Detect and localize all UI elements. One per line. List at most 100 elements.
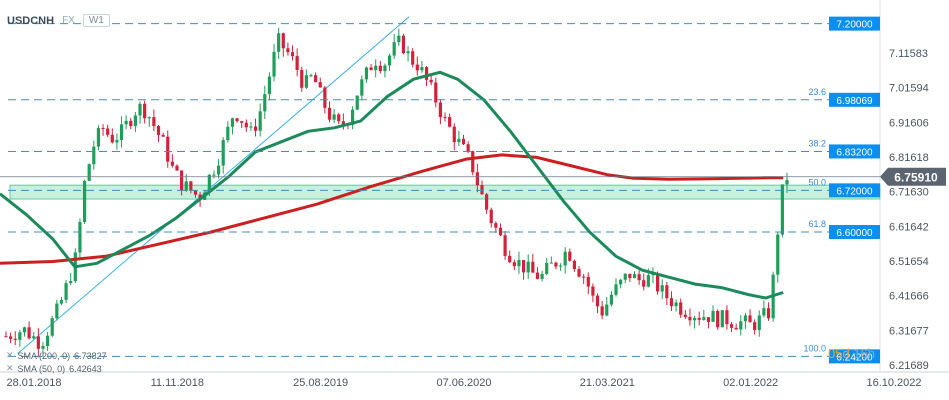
candle-body (129, 120, 133, 127)
candle-body (9, 336, 13, 339)
candle-body (253, 126, 258, 131)
candle-body (369, 67, 373, 71)
levels-layer: 7.20000 23.6 6.98069 38.2 6.83200 50.0 6.72000… (8, 16, 880, 364)
level-price-label: 6.83200 (836, 147, 873, 158)
timeframe-button[interactable]: W1 (82, 14, 110, 27)
candle-body (757, 315, 761, 331)
candle-body (55, 303, 59, 319)
candle-body (244, 122, 248, 128)
y-tick-label: 6.51654 (889, 256, 929, 268)
x-axis: 28.01.2018 11.11.2018 25.08.2019 07.06.2020… (6, 377, 921, 389)
fib-label: 61.8 (808, 219, 826, 229)
candle-body (309, 75, 313, 77)
candle-body (147, 117, 151, 119)
candle-body (600, 306, 604, 316)
candle-body (683, 314, 687, 317)
candle-body (540, 273, 544, 279)
candle-body (674, 302, 678, 307)
candle-body (558, 265, 563, 267)
candle-body (582, 276, 586, 278)
candle-body (406, 51, 410, 54)
candle-body (69, 281, 73, 284)
candle-body (503, 235, 507, 256)
candle-body (383, 65, 387, 72)
candle-body (753, 322, 757, 331)
candle-body (415, 64, 419, 71)
candle-body (489, 209, 493, 224)
candle-body (41, 346, 45, 349)
candle-body (13, 338, 17, 340)
level-price-box (829, 92, 880, 107)
candle-body (263, 94, 267, 112)
candle-body (642, 280, 646, 287)
sma-layer (0, 70, 784, 300)
y-tick-label: 7.01594 (889, 83, 929, 95)
x-tick-label: 16.10.2022 (866, 377, 921, 389)
candle-body (235, 118, 239, 122)
candle-body (420, 67, 424, 71)
candle-body (138, 103, 142, 116)
candle-body (152, 117, 156, 127)
candle-body (729, 324, 734, 328)
candle-body (646, 275, 650, 287)
last-price-label: 6.75910 (894, 170, 938, 184)
candle-body (669, 298, 674, 307)
candle-body (355, 95, 359, 110)
candle-body (586, 276, 590, 287)
y-tick-label: 7.11583 (889, 48, 928, 60)
candle-body (87, 164, 91, 181)
legend-sma50[interactable]: ✕ SMA (50, 0) 6.42643 (6, 363, 102, 374)
candle-body (184, 181, 188, 191)
candle-body (725, 310, 729, 325)
candle-body (461, 138, 466, 145)
level-price-box (829, 144, 880, 159)
candle-body (45, 335, 50, 347)
candle-body (124, 120, 128, 125)
candle-body (115, 140, 119, 143)
candle-body (651, 274, 655, 276)
trendline (17, 16, 410, 354)
candle-body (720, 310, 724, 328)
candle-body (572, 260, 577, 270)
x-tick-label: 11.11.2018 (151, 377, 204, 389)
candle-body (429, 79, 433, 83)
candle-body (434, 82, 438, 103)
candle-body (295, 56, 299, 70)
candle-body (628, 273, 632, 279)
candle-body (614, 284, 618, 295)
candle-body (226, 126, 230, 141)
fib-label: 50.0 (808, 177, 826, 187)
candle-body (697, 317, 701, 320)
level-price-box (829, 183, 880, 198)
candle-body (743, 315, 748, 322)
candle-body (304, 75, 308, 88)
trendline-layer (17, 16, 410, 354)
candle-body (619, 279, 623, 285)
candle-body (364, 67, 369, 80)
last-price-box (880, 167, 946, 186)
candle-body (706, 317, 711, 322)
candle-body (517, 260, 521, 267)
candle-body (337, 114, 341, 122)
candle-body (688, 316, 692, 321)
candle-body (314, 75, 318, 83)
remove-icon[interactable]: ✕ (6, 350, 14, 360)
candle-body (748, 315, 752, 323)
candle-body (711, 310, 715, 322)
legend-sma200[interactable]: ✕ SMA (200, 0) 6.73827 (6, 350, 107, 361)
candle-body (609, 294, 613, 305)
candle-body (605, 304, 609, 316)
candle-body (133, 115, 137, 127)
candle-body (106, 128, 110, 135)
remove-icon[interactable]: ✕ (6, 363, 14, 373)
candle-body (143, 103, 147, 119)
candle-body (175, 165, 179, 171)
candle-body (350, 109, 355, 125)
y-tick-label: 6.71630 (889, 187, 929, 199)
candle-body (448, 117, 452, 127)
symbol-label[interactable]: USDCNH (7, 14, 55, 27)
sma200-line (0, 153, 784, 265)
support-zone (9, 184, 881, 200)
candle-body (193, 190, 198, 195)
